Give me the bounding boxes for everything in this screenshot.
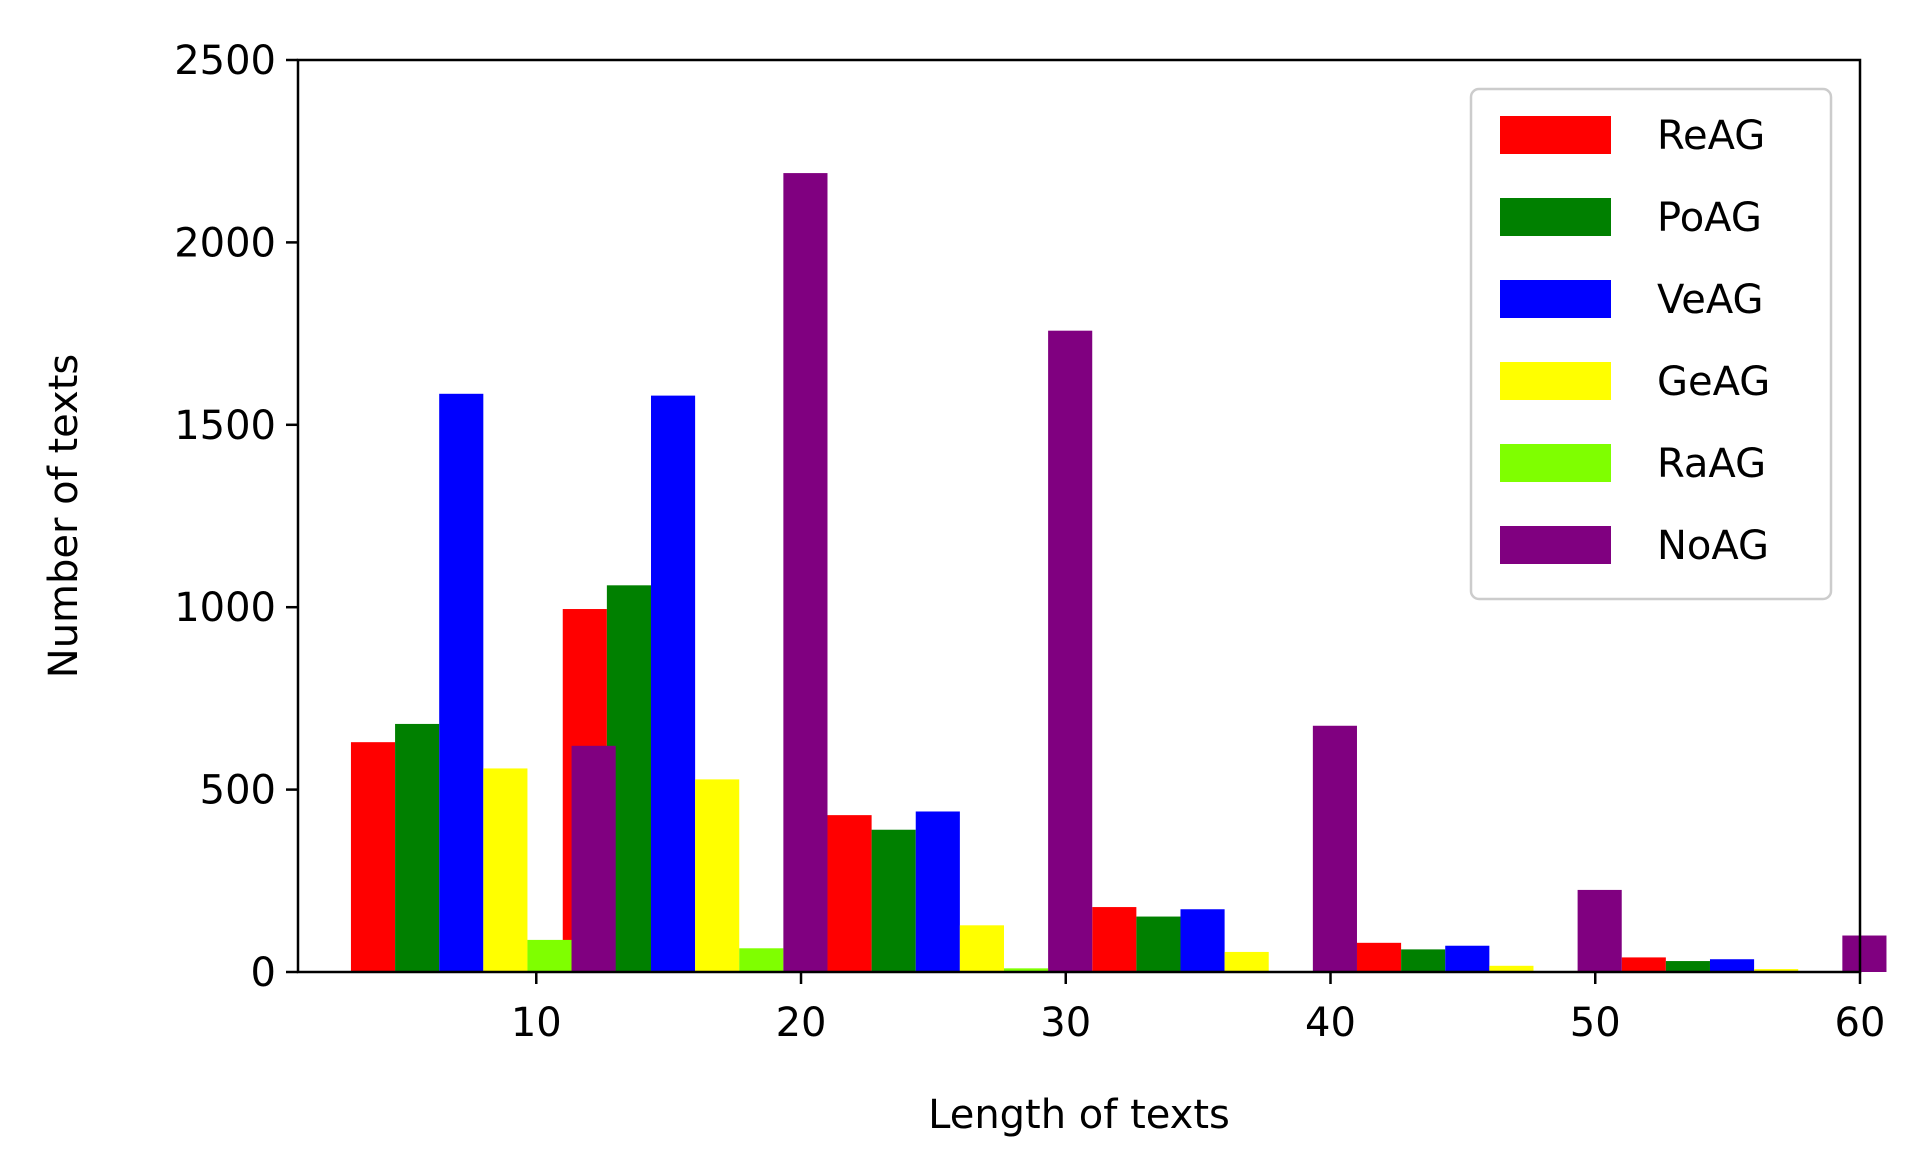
axes-frame (296, 58, 1862, 974)
bar-veag-bin-1 (439, 393, 484, 972)
bar-raag-bin-2 (739, 948, 784, 972)
x-tick-label: 30 (1040, 1000, 1091, 1046)
bar-reag-bin-3 (827, 815, 872, 972)
y-tick-label: 1000 (174, 585, 276, 631)
x-tick-label: 20 (776, 1000, 827, 1046)
bar-reag-bin-5 (1356, 942, 1402, 972)
y-tick-label: 1500 (174, 403, 276, 449)
bar-veag-bin-3 (915, 811, 960, 972)
y-tick-label: 0 (251, 950, 276, 996)
bar-reag-bin-4 (1092, 907, 1137, 972)
x-tick-label: 10 (511, 1000, 562, 1046)
bar-veag-bin-4 (1180, 909, 1225, 972)
bars-layer (350, 173, 1887, 973)
bar-geag-bin-6 (1754, 969, 1799, 972)
bar-noag-bin-6 (1842, 935, 1887, 972)
bar-poag-bin-4 (1136, 916, 1181, 972)
y-tick-label: 2500 (174, 38, 276, 84)
y-axis-ticks: 0 500 1000 1500 2000 2500 (174, 38, 298, 996)
bar-veag-bin-5 (1445, 945, 1490, 972)
bar-poag-bin-5 (1401, 949, 1446, 972)
bar-poag-bin-3 (871, 829, 916, 972)
bar-reag-bin-1 (350, 742, 396, 972)
bar-noag-bin-3 (1048, 330, 1093, 972)
bar-poag-bin-6 (1665, 961, 1710, 972)
bar-poag-bin-1 (395, 723, 440, 972)
legend-swatch-veag (1500, 280, 1611, 318)
x-tick-label: 50 (1570, 1000, 1621, 1046)
bar-noag-bin-5 (1577, 889, 1622, 972)
bar-veag-bin-6 (1709, 959, 1755, 972)
legend-box (1469, 87, 1833, 601)
bar-raag-bin-3 (1003, 968, 1049, 972)
bar-geag-bin-2 (695, 779, 740, 972)
x-tick-label: 40 (1305, 1000, 1356, 1046)
bar-veag-bin-2 (650, 395, 696, 973)
bar-reag-bin-6 (1621, 957, 1666, 972)
y-tick-label: 2000 (174, 220, 276, 266)
legend: ReAG PoAG VeAG GeAG RaAG NoAG (1469, 87, 1833, 601)
legend-label-veag: VeAG (1657, 277, 1764, 323)
bar-geag-bin-5 (1489, 965, 1534, 972)
legend-swatch-noag (1500, 526, 1611, 564)
bar-raag-bin-1 (527, 939, 572, 972)
y-tick-label: 500 (200, 768, 276, 814)
bar-geag-bin-4 (1224, 951, 1269, 972)
legend-items: ReAG PoAG VeAG GeAG RaAG NoAG (1500, 113, 1770, 569)
legend-label-noag: NoAG (1657, 523, 1769, 569)
x-axis-label: Length of texts (928, 1092, 1230, 1138)
bar-geag-bin-1 (483, 768, 528, 972)
legend-label-raag: RaAG (1657, 441, 1766, 487)
bar-geag-bin-3 (959, 925, 1004, 972)
legend-swatch-reag (1500, 116, 1611, 154)
bar-noag-bin-2 (783, 173, 828, 972)
bar-noag-bin-1 (571, 745, 616, 972)
legend-swatch-raag (1500, 444, 1611, 482)
legend-swatch-poag (1500, 198, 1611, 236)
legend-label-reag: ReAG (1657, 113, 1765, 159)
legend-swatch-geag (1500, 362, 1611, 400)
y-axis-label: Number of texts (41, 354, 87, 678)
x-tick-label: 60 (1835, 1000, 1886, 1046)
legend-label-poag: PoAG (1657, 195, 1762, 241)
x-axis-ticks: 10 20 30 40 50 60 (511, 972, 1886, 1046)
legend-label-geag: GeAG (1657, 359, 1770, 405)
bar-noag-bin-4 (1312, 725, 1357, 972)
